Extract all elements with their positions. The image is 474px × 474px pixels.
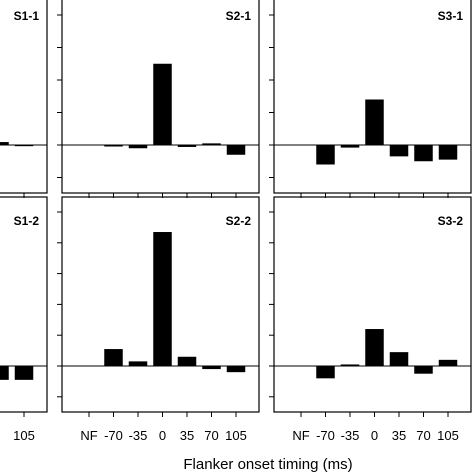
bar--70 bbox=[316, 145, 335, 165]
panel-title: S3-1 bbox=[438, 9, 464, 23]
x-tick-label: 105 bbox=[437, 428, 459, 443]
bar--35 bbox=[128, 361, 148, 366]
panel-title: S2-2 bbox=[226, 214, 252, 228]
panel-s1-1: S1-1 bbox=[0, 0, 48, 198]
panel-title: S2-1 bbox=[226, 9, 252, 23]
panel-s3-1: S3-1 bbox=[269, 0, 472, 198]
bar-70 bbox=[414, 145, 433, 162]
bar-35 bbox=[177, 356, 197, 366]
x-tick-label: 70 bbox=[204, 428, 218, 443]
panel-frame bbox=[273, 196, 472, 413]
x-tick-label: 105 bbox=[225, 428, 247, 443]
bar-35 bbox=[177, 145, 197, 147]
panel-title: S1-2 bbox=[14, 214, 40, 228]
x-tick-label: NF bbox=[80, 428, 97, 443]
bar-70 bbox=[0, 366, 9, 380]
x-tick-label: 70 bbox=[416, 428, 430, 443]
bar-0 bbox=[153, 232, 172, 366]
panel-title: S3-2 bbox=[438, 214, 464, 228]
bar-105 bbox=[438, 145, 458, 160]
bar-0 bbox=[365, 329, 384, 366]
x-tick-label: -70 bbox=[316, 428, 335, 443]
panel-s3-2: S3-2 bbox=[269, 196, 472, 417]
bar-70 bbox=[0, 142, 9, 145]
panel-frame bbox=[61, 0, 260, 194]
panel-title: S1-1 bbox=[14, 9, 40, 23]
panel-s2-2: S2-2 bbox=[57, 196, 260, 417]
panel-s1-2: S1-2 bbox=[0, 196, 48, 417]
x-tick-label: 0 bbox=[159, 428, 166, 443]
x-tick-label: 35 bbox=[180, 428, 194, 443]
bar--70 bbox=[104, 349, 123, 366]
bar-0 bbox=[365, 99, 384, 145]
x-tick-label: -35 bbox=[129, 428, 148, 443]
x-tick-label: 35 bbox=[392, 428, 406, 443]
bar--70 bbox=[316, 366, 335, 379]
bar--35 bbox=[340, 364, 360, 366]
x-tick-label: NF bbox=[292, 428, 309, 443]
x-tick-labels: 105 NF -70 -35 0 35 70 105 NF -70 -35 0 35 70 105 bbox=[13, 428, 459, 443]
bar-105 bbox=[226, 366, 246, 373]
x-tick-label: 105 bbox=[13, 428, 35, 443]
x-axis-label: Flanker onset timing (ms) bbox=[183, 456, 352, 473]
bar-70 bbox=[202, 143, 221, 145]
bar-105 bbox=[14, 366, 34, 380]
panels-group: S1-1 S2-1 S3-1 S1-2 S2-2 S3-2 bbox=[0, 0, 472, 417]
bar-70 bbox=[202, 366, 221, 370]
bar-105 bbox=[14, 144, 34, 147]
panel-s2-1: S2-1 bbox=[57, 0, 260, 198]
bar-70 bbox=[414, 366, 433, 374]
bar-35 bbox=[389, 352, 409, 366]
bar-105 bbox=[226, 145, 246, 155]
bar-35 bbox=[389, 145, 409, 157]
bar-105 bbox=[438, 359, 458, 366]
panel-frame bbox=[273, 0, 472, 194]
bar--35 bbox=[128, 145, 148, 149]
x-tick-label: -35 bbox=[341, 428, 360, 443]
bar-0 bbox=[153, 63, 172, 145]
bar--70 bbox=[104, 145, 123, 147]
bar--35 bbox=[340, 145, 360, 148]
x-tick-label: -70 bbox=[104, 428, 123, 443]
x-tick-label: 0 bbox=[371, 428, 378, 443]
panel-frame bbox=[0, 0, 48, 194]
panel-frame bbox=[0, 196, 48, 413]
